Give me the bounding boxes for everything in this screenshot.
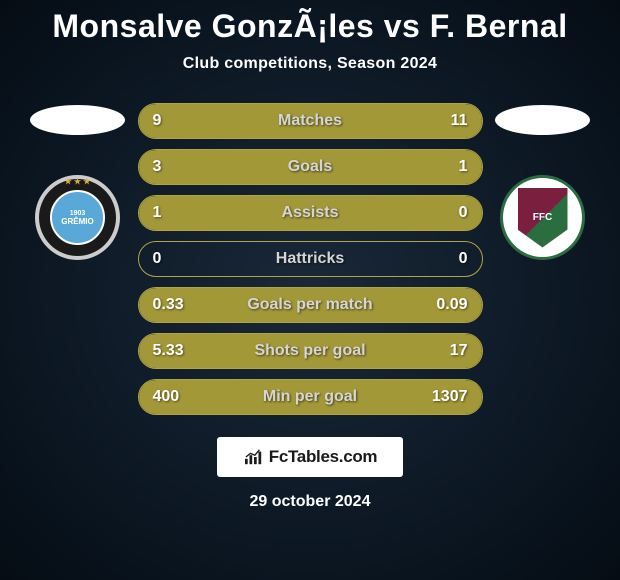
stat-label: Goals (288, 158, 332, 176)
stat-row: 400 Min per goal 1307 (138, 379, 483, 415)
stat-label: Shots per goal (254, 342, 365, 360)
stat-value-left: 0 (153, 250, 162, 268)
player-silhouette-left (30, 105, 125, 135)
club-name-left: GRÊMIO (61, 217, 93, 226)
crest-right: FFC (518, 188, 568, 248)
left-column: ★ ★ ★ 1903 GRÊMIO (18, 103, 138, 260)
stat-row: 9 Matches 11 (138, 103, 483, 139)
stat-fill-right (396, 150, 482, 184)
date-text: 29 october 2024 (250, 493, 371, 511)
stat-row: 3 Goals 1 (138, 149, 483, 185)
player-silhouette-right (495, 105, 590, 135)
stat-row: 0 Hattricks 0 (138, 241, 483, 277)
stat-value-right: 1 (459, 158, 468, 176)
stats-column: 9Matches113Goals11Assists00Hattricks00.3… (138, 103, 483, 415)
stat-value-left: 400 (153, 388, 180, 406)
page-subtitle: Club competitions, Season 2024 (183, 55, 437, 73)
stat-label: Goals per match (247, 296, 372, 314)
stat-label: Min per goal (263, 388, 357, 406)
stat-label: Hattricks (276, 250, 344, 268)
stat-value-left: 9 (153, 112, 162, 130)
stat-fill-left (139, 104, 293, 138)
comparison-card: Monsalve GonzÃ¡les vs F. Bernal Club com… (0, 0, 620, 580)
stars-icon: ★ ★ ★ (65, 177, 91, 186)
stat-label: Assists (282, 204, 339, 222)
stat-label: Matches (278, 112, 342, 130)
stat-value-right: 0 (459, 204, 468, 222)
crest-left: 1903 GRÊMIO (50, 190, 105, 245)
stat-row: 0.33 Goals per match 0.09 (138, 287, 483, 323)
stat-value-right: 0 (459, 250, 468, 268)
brand-badge[interactable]: FcTables.com (217, 437, 404, 477)
stat-row: 1 Assists 0 (138, 195, 483, 231)
stat-fill-left (139, 150, 396, 184)
stat-value-right: 1307 (432, 388, 468, 406)
right-column: FFC (483, 103, 603, 260)
club-logo-right: FFC (500, 175, 585, 260)
club-name-right: FFC (533, 212, 552, 223)
stat-value-right: 11 (451, 112, 468, 130)
stat-row: 5.33 Shots per goal 17 (138, 333, 483, 369)
club-year-left: 1903 (70, 210, 86, 217)
stat-value-right: 0.09 (436, 296, 467, 314)
stat-value-left: 0.33 (153, 296, 184, 314)
content-row: ★ ★ ★ 1903 GRÊMIO 9Matches113Goals11Assi… (0, 103, 620, 415)
stat-value-left: 5.33 (153, 342, 184, 360)
stat-value-left: 3 (153, 158, 162, 176)
club-logo-left: ★ ★ ★ 1903 GRÊMIO (35, 175, 120, 260)
page-title: Monsalve GonzÃ¡les vs F. Bernal (52, 8, 567, 45)
stat-value-left: 1 (153, 204, 162, 222)
chart-icon (243, 448, 265, 466)
footer: FcTables.com 29 october 2024 (217, 437, 404, 511)
stat-value-right: 17 (450, 342, 468, 360)
brand-text: FcTables.com (269, 447, 378, 467)
